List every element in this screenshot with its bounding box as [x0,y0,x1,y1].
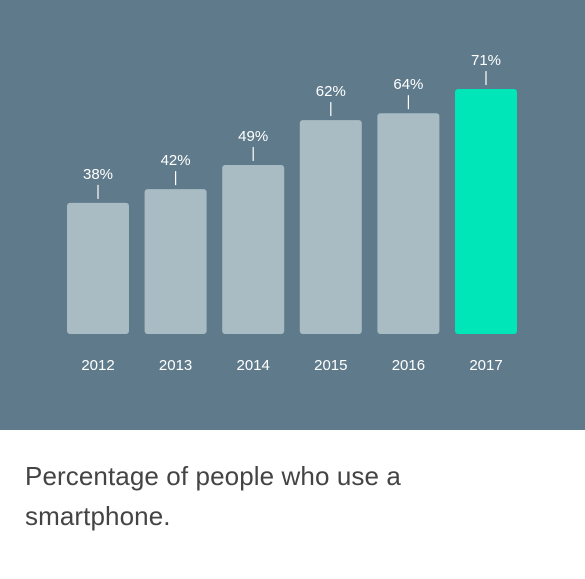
bar-chart: 38% 2012 42% 2013 49% 2014 62% 2015 64% 2016 71% 20… [67,52,517,374]
category-label-2017: 2017 [469,357,502,374]
category-label-2012: 2012 [81,357,114,374]
chart-caption: Percentage of people who use a smartphon… [25,461,401,531]
bar-2016 [377,113,440,334]
bar-2014 [222,164,285,334]
category-label-2013: 2013 [159,357,192,374]
value-label-2014: 49% [238,128,268,145]
bar-2013 [144,189,207,334]
category-label-2014: 2014 [237,357,270,374]
bar-chart-panel: 38% 2012 42% 2013 49% 2014 62% 2015 64% 2016 71% 20… [0,0,585,430]
value-label-2017: 71% [471,52,501,69]
bar-2012 [67,202,129,334]
category-label-2016: 2016 [392,357,425,374]
value-label-2015: 62% [316,83,346,100]
bar-2017 [455,89,517,334]
category-label-2015: 2015 [314,357,347,374]
value-label-2013: 42% [161,152,191,169]
bar-2015 [299,120,362,334]
value-label-2012: 38% [83,166,113,183]
value-label-2016: 64% [393,76,423,93]
